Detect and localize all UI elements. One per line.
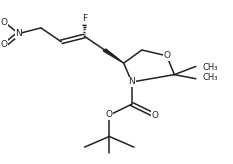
Text: CH₃: CH₃ bbox=[203, 73, 218, 82]
Polygon shape bbox=[103, 49, 124, 63]
Text: O: O bbox=[1, 19, 8, 27]
Text: O: O bbox=[152, 111, 159, 120]
Text: F: F bbox=[82, 14, 87, 23]
Text: O: O bbox=[1, 40, 8, 49]
Text: N: N bbox=[128, 78, 135, 86]
Text: N: N bbox=[15, 29, 22, 38]
Text: O: O bbox=[164, 51, 171, 60]
Text: O: O bbox=[105, 110, 112, 119]
Text: CH₃: CH₃ bbox=[203, 63, 218, 72]
